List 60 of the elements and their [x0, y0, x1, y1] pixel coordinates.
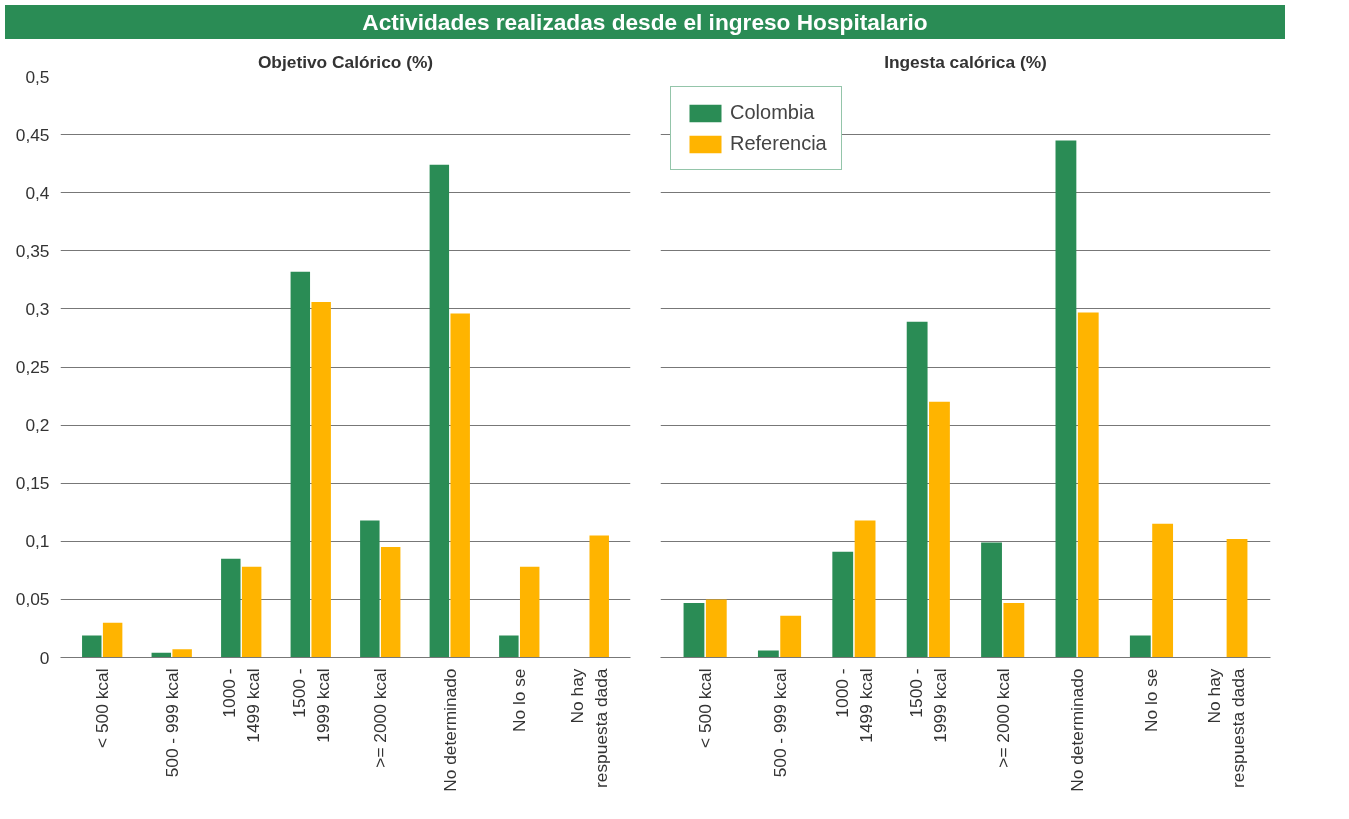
- bar: [450, 313, 470, 658]
- bar: [854, 520, 876, 658]
- y-tick-label: 0,5: [25, 66, 50, 87]
- x-tick-label: 1000 - 1499 kcal: [219, 668, 264, 743]
- x-tick-label: >= 2000 kcal: [992, 668, 1013, 768]
- text: Actividades realizadas desde el ingreso Hospitalario: [362, 8, 928, 37]
- bar: [705, 599, 727, 658]
- y-tick-label: 0,15: [15, 473, 50, 494]
- legend-label: Referencia: [730, 132, 827, 155]
- y-tick-label: 0,3: [25, 298, 50, 319]
- bar: [221, 558, 241, 658]
- x-tick-label: No lo se: [1141, 668, 1162, 733]
- chart-title: Objetivo Calórico (%): [257, 51, 434, 72]
- bar: [1226, 538, 1248, 658]
- y-tick-label: 0,1: [25, 531, 50, 552]
- bar: [241, 566, 262, 658]
- y-tick-label: 0,45: [15, 124, 50, 145]
- x-tick-label: < 500 kcal: [92, 668, 113, 748]
- bar: [519, 566, 540, 658]
- x-tick-label: No hay respuesta dada: [566, 668, 611, 788]
- x-tick-label: 500 - 999 kcal: [161, 668, 182, 778]
- x-tick-label: >= 2000 kcal: [370, 668, 391, 768]
- bar: [290, 271, 311, 658]
- bar: [429, 164, 450, 658]
- bar: [780, 615, 802, 658]
- bar: [499, 635, 519, 658]
- bar: [981, 542, 1002, 658]
- y-tick-label: 0,2: [25, 415, 50, 436]
- bar: [311, 301, 331, 658]
- y-tick-label: 0,35: [15, 240, 50, 261]
- x-tick-label: 1500 - 1999 kcal: [288, 668, 333, 743]
- x-tick-label: < 500 kcal: [695, 668, 716, 748]
- bar: [906, 321, 928, 658]
- y-tick-label: 0,4: [25, 182, 50, 203]
- y-tick-label: 0,05: [15, 589, 50, 610]
- chart-title: Ingesta calórica (%): [884, 51, 1047, 72]
- x-tick-label: 500 - 999 kcal: [769, 668, 790, 778]
- x-tick-label: 1000 - 1499 kcal: [831, 668, 876, 743]
- x-tick-label: No determinado: [439, 668, 460, 792]
- bar: [683, 602, 705, 658]
- y-tick-label: 0,25: [15, 357, 50, 377]
- bar: [1152, 523, 1174, 658]
- bar: [172, 649, 192, 658]
- bar: [82, 635, 102, 658]
- x-tick-label: No hay respuesta dada: [1203, 668, 1248, 788]
- bar: [360, 520, 380, 658]
- y-tick-label: 0: [39, 647, 50, 668]
- bar: [1129, 635, 1151, 658]
- x-tick-label: 1500 - 1999 kcal: [906, 668, 951, 743]
- bar: [929, 401, 950, 658]
- bar: [380, 547, 401, 658]
- x-tick-label: No lo se: [509, 668, 530, 733]
- bar: [1003, 602, 1025, 658]
- bar: [832, 551, 854, 658]
- bar: [102, 622, 123, 658]
- legend-label: Colombia: [730, 101, 815, 124]
- x-tick-label: No determinado: [1067, 668, 1088, 792]
- bar: [589, 535, 609, 658]
- bar: [1077, 312, 1099, 658]
- bar: [1055, 140, 1077, 658]
